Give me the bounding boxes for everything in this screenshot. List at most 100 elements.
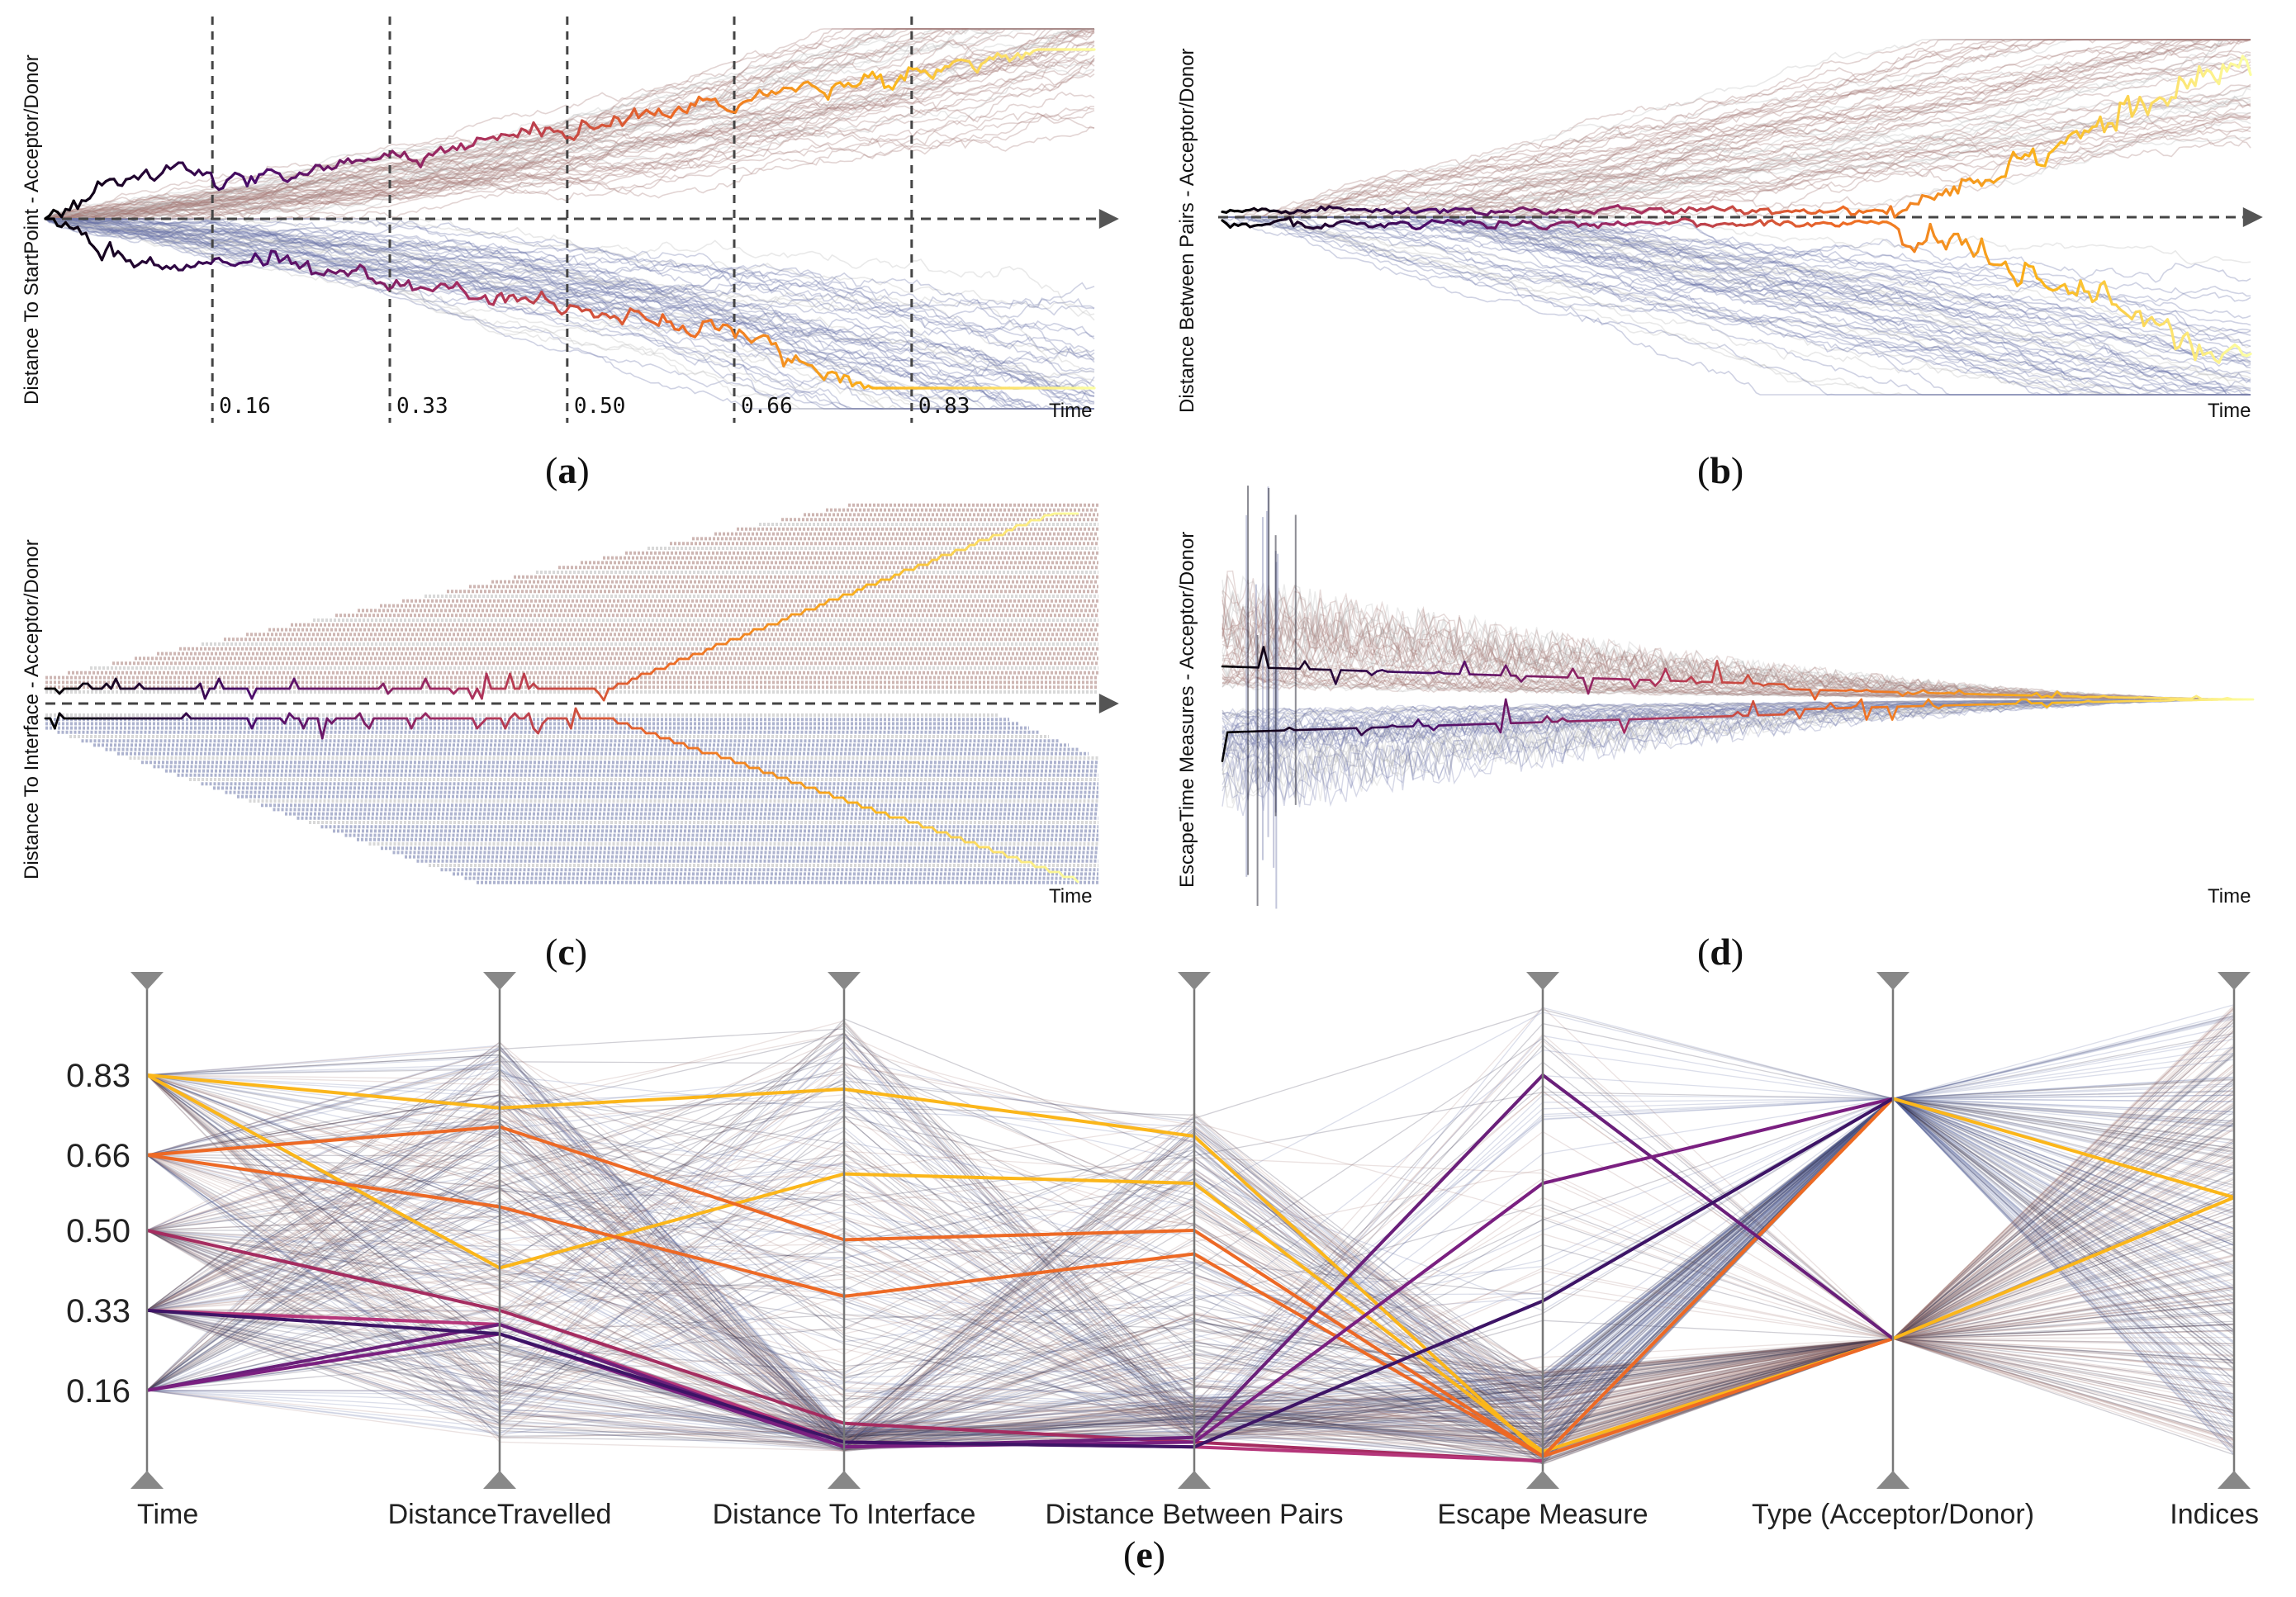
panel-b-trajectory-line [1222, 39, 2251, 218]
panel-b-highlight-segment [1968, 246, 1976, 258]
panel-a-highlight-segment [903, 66, 910, 82]
panel-d-highlight-segment [1865, 706, 1873, 721]
panel-b-highlight-segment [2075, 279, 2082, 297]
panel-a-trajectory-line [45, 218, 1095, 393]
panel-b-highlight-segment [2063, 282, 2071, 295]
panel-e-axis-top-handle[interactable] [130, 972, 164, 990]
panel-d-highlight-segment [1618, 718, 1626, 734]
panel-a-trajectory-line [45, 218, 1095, 403]
panel-b-highlight-segment [1288, 216, 1295, 228]
panel-b-trajectory-line [1222, 66, 2251, 218]
panel-b-trajectory-line [1222, 39, 2251, 218]
panel-b-trajectory-line [1222, 39, 2251, 218]
panel-d-highlight-segment [1752, 699, 1760, 717]
panel-e-time-tick-label: 0.16 [66, 1373, 130, 1410]
panel-b-trajectory-line [1222, 39, 2251, 218]
panel-d-trajectory-line [1222, 633, 2253, 700]
panel-e-axis-bottom-handle[interactable] [130, 1471, 164, 1489]
panel-a-highlight-segment [221, 178, 229, 190]
panel-e-axis-top-handle[interactable] [828, 972, 861, 990]
panel-e-axis-label: Indices [2170, 1499, 2259, 1530]
panel-a-highlight-segment [273, 250, 281, 263]
panel-a-trajectory-line [45, 218, 1095, 360]
panel-a-trajectory-line [45, 28, 1094, 220]
panel-e-time-tick-label: 0.50 [66, 1213, 130, 1249]
panel-b-highlight-segment [2079, 279, 2086, 293]
panel-b-trajectory-line [1222, 118, 2251, 218]
panel-d-trajectory-line [1222, 699, 2253, 729]
panel-e-axis-bottom-handle[interactable] [1178, 1471, 1211, 1489]
panel-a-trajectory-line [45, 28, 1094, 220]
panel-a-trajectory-line [45, 27, 1094, 220]
panel-d-trajectory-line [1222, 609, 2253, 700]
panel-b-trajectory-line [1222, 216, 2251, 390]
panel-e-axis-top-handle[interactable] [1876, 972, 1909, 990]
panel-b-trajectory-line [1222, 97, 2251, 218]
panel-a-trajectories [45, 27, 1095, 410]
panel-d-trajectory-line [1222, 618, 2253, 700]
panel-a-highlight-segment [483, 294, 491, 306]
panel-a-trajectory-line [45, 218, 1094, 410]
panel-b-highlight-segment [1924, 222, 1932, 242]
panel-a-trajectory-line [45, 218, 1095, 374]
panel-e-axes: Time DistanceTravelled Distance To Interfa… [130, 972, 2259, 1530]
panel-c-highlight-segment [250, 717, 259, 730]
panel-b-trajectory-line [1222, 39, 2251, 218]
panel-b-highlight-segment [2079, 129, 2086, 140]
panel-b-highlight-segment [1917, 194, 1924, 206]
panel-c-highlight-trajectory [44, 512, 1079, 884]
panel-a-highlight-segment [249, 252, 257, 263]
panel-c-highlight-segment [1071, 875, 1079, 884]
panel-e-axis-bottom-handle[interactable] [828, 1471, 861, 1489]
panel-a-trajectory-line [45, 28, 1094, 220]
panel-d-trajectory-line [1222, 699, 2253, 804]
panel-a-trajectory-line [45, 218, 1094, 410]
panel-c-highlight-segment [382, 682, 390, 695]
panel-b-trajectory-line [1222, 216, 2251, 265]
panel-b-trajectory-line [1222, 102, 2251, 218]
panel-d-highlight-segment [1298, 660, 1307, 671]
panel-c-highlight-segment [110, 677, 117, 690]
panel-d-highlight-segment [1653, 679, 1662, 687]
panel-b-trajectory-line [1222, 39, 2251, 218]
panel-c-caption: (c) [545, 931, 587, 973]
panel-b-highlight-segment [2237, 54, 2245, 69]
panel-a-trajectory-line [45, 28, 1094, 220]
panel-b-highlight-segment [2166, 96, 2173, 107]
panel-b-trajectory-line [1222, 136, 2251, 218]
panel-e-axis-bottom-handle[interactable] [1876, 1471, 1909, 1489]
panel-b-trajectory-line [1222, 39, 2251, 218]
panel-e-axis-bottom-handle[interactable] [2218, 1471, 2251, 1489]
panel-d-highlight-segment [1710, 660, 1719, 684]
panel-b-trajectory-line [1222, 39, 2251, 218]
panel-b-caption: (b) [1697, 449, 1743, 491]
panel-a-trajectory-line [45, 28, 1094, 220]
panel-a-highlight-segment [782, 358, 790, 367]
panel-d-trajectory-line [1222, 699, 2253, 737]
panel-b-highlight-segment [2146, 102, 2153, 116]
panel-b-trajectory-line [1222, 216, 2251, 359]
panel-d-highlight-segment [1829, 702, 1837, 710]
panel-e-axis-top-handle[interactable] [483, 972, 516, 990]
panel-d-highlight-segment [1782, 708, 1791, 716]
panel-d-trajectory-line [1222, 677, 2253, 700]
panel-a-highlight-segment [407, 279, 415, 291]
panel-a-highlight-segment [669, 320, 676, 331]
panel-a-trajectory-line [45, 106, 1095, 220]
panel-c-highlight-segment [481, 672, 488, 700]
panel-e-axis-top-handle[interactable] [1526, 972, 1559, 990]
panel-b-trajectory-line [1222, 113, 2251, 218]
panel-a-trajectory-line [45, 218, 1094, 410]
panel-e-axis-bottom-handle[interactable] [1526, 1471, 1559, 1489]
panel-d-trajectory-line [1222, 699, 2253, 807]
panel-a-highlight-segment [528, 121, 535, 135]
panel-d-trajectory-line [1222, 676, 2253, 700]
panel-a-highlight-segment [245, 175, 253, 187]
panel-a-highlight-segment [515, 127, 523, 139]
panel-e-axis-top-handle[interactable] [1178, 972, 1211, 990]
panel-a-highlight-segment [633, 107, 640, 120]
panel-e-highlighted-polyline [146, 1097, 1895, 1449]
panel-e-axis-label: DistanceTravelled [388, 1499, 612, 1530]
panel-e-axis-top-handle[interactable] [2218, 972, 2251, 990]
panel-e-axis-bottom-handle[interactable] [483, 1471, 516, 1489]
